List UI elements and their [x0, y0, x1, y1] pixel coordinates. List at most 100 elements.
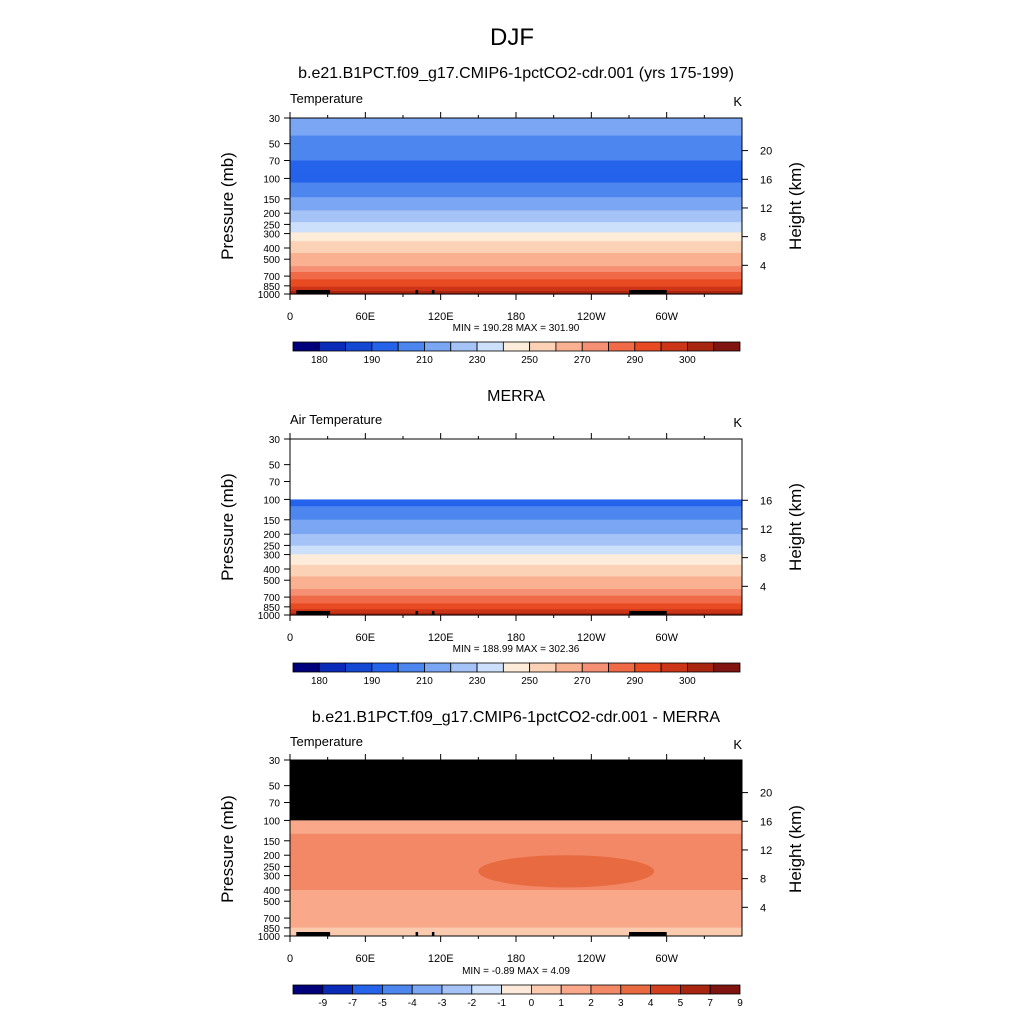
field-band: [290, 602, 742, 605]
x-tick-label: 0: [287, 632, 293, 644]
colorbar-label: 210: [416, 355, 433, 366]
field-band: [290, 576, 742, 579]
field-band: [290, 267, 742, 270]
field-band: [290, 555, 742, 557]
diff-region: [290, 820, 742, 834]
field-band: [290, 148, 742, 151]
field-band: [290, 154, 742, 157]
panel-2-y-axis-label: Pressure (mb): [218, 473, 237, 581]
field-band: [290, 200, 742, 203]
panel-2-colorbar: 180 190 210 230 250 270 290 300: [292, 662, 741, 687]
colorbar-box: [476, 341, 504, 352]
terrain-block: [296, 932, 328, 936]
field-band: [290, 595, 742, 598]
field-band: [290, 577, 742, 579]
field-band: [290, 258, 742, 261]
field-band: [290, 502, 742, 504]
field-band: [290, 219, 742, 222]
colorbar-label: 290: [626, 355, 643, 366]
field-band: [290, 584, 742, 586]
colorbar-box: [411, 984, 443, 995]
field-band: [290, 549, 742, 552]
colorbar-box: [322, 984, 353, 995]
field-band: [290, 236, 742, 239]
y2-tick-label: 8: [760, 874, 766, 886]
panel-1-title: b.e21.B1PCT.f09_g17.CMIP6-1pctCO2-cdr.00…: [298, 65, 734, 82]
field-band: [290, 269, 742, 272]
y-tick-label: 150: [263, 195, 280, 206]
field-band: [290, 509, 742, 511]
terrain-block: [629, 932, 667, 936]
panel-2-y2-axis-label: Height (km): [786, 483, 805, 571]
y-tick-label: 300: [263, 230, 280, 241]
field-band: [290, 613, 742, 615]
y2-tick-label: 16: [760, 495, 772, 507]
colorbar-label: 250: [521, 676, 538, 687]
panel-1-y2-axis-label: Height (km): [786, 162, 805, 250]
y-tick-label: 200: [263, 530, 280, 541]
y-tick-label: 30: [269, 435, 281, 446]
terrain-block: [415, 611, 419, 615]
diff-region: [290, 927, 742, 936]
field-band: [290, 225, 742, 228]
field-band: [290, 591, 742, 594]
field-band: [290, 132, 742, 135]
colorbar-box: [397, 341, 425, 352]
panel-1-variable-label: Temperature: [290, 91, 363, 106]
field-band: [290, 230, 742, 233]
field-band: [290, 562, 742, 565]
colorbar-box: [650, 984, 681, 995]
field-band: [290, 527, 742, 529]
colorbar-box: [590, 984, 622, 995]
panel-3-variable-label: Temperature: [290, 734, 363, 749]
field-band: [290, 134, 742, 137]
colorbar-box: [680, 984, 711, 995]
panel-1-stats: MIN = 190.28 MAX = 301.90: [453, 323, 580, 334]
y-tick-label: 30: [269, 756, 281, 767]
field-band: [290, 551, 742, 553]
colorbar-box: [371, 341, 399, 352]
field-band: [290, 263, 742, 266]
field-band: [290, 524, 742, 527]
field-band: [290, 251, 742, 254]
field-band: [290, 520, 742, 523]
field-band: [290, 167, 742, 170]
colorbar-label: 5: [678, 998, 684, 1009]
field-band: [290, 242, 742, 245]
field-band: [290, 571, 742, 574]
x-tick-label: 60W: [655, 311, 678, 323]
colorbar-label: -5: [378, 998, 387, 1009]
field-band: [290, 257, 742, 260]
field-band: [290, 229, 742, 232]
y-tick-label: 70: [269, 478, 281, 489]
panel-2-variable-label: Air Temperature: [290, 412, 382, 427]
field-band: [290, 135, 742, 138]
field-band: [290, 547, 742, 550]
panel-3-plot: 3050701001502002503004005007008501000481…: [258, 754, 772, 965]
colorbar-box: [476, 662, 504, 673]
field-band: [290, 572, 742, 575]
y-tick-label: 50: [269, 461, 281, 472]
field-band: [290, 510, 742, 513]
field-band: [290, 223, 742, 226]
x-tick-label: 60W: [655, 632, 678, 644]
field-band: [290, 537, 742, 540]
y-tick-label: 30: [269, 114, 281, 125]
field-band: [290, 228, 742, 231]
field-band: [290, 554, 742, 556]
field-band: [290, 201, 742, 204]
field-band: [290, 185, 742, 188]
terrain-block: [296, 611, 328, 615]
field-band: [290, 531, 742, 533]
field-band: [290, 120, 742, 123]
figure-title: DJF: [490, 24, 534, 51]
colorbar-label: -7: [348, 998, 357, 1009]
field-band: [290, 587, 742, 589]
colorbar-box: [608, 341, 636, 352]
colorbar-box: [634, 341, 662, 352]
field-band: [290, 521, 742, 524]
field-band: [290, 163, 742, 166]
terrain-block: [431, 290, 435, 294]
field-band: [290, 156, 742, 159]
panel-3-y-axis-label: Pressure (mb): [218, 795, 237, 903]
